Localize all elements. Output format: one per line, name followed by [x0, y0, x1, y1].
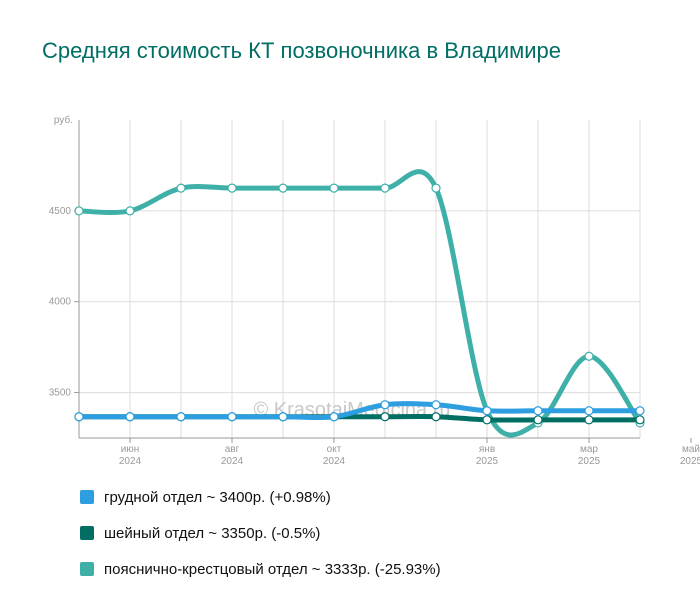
chart-title: Средняя стоимость КТ позвоночника в Влад…	[42, 38, 562, 63]
data-point-2	[584, 406, 594, 416]
x-tick-label-year: 2025	[680, 456, 700, 467]
legend-label-neck: шейный отдел ~ 3350р. (-0.5%)	[104, 524, 321, 542]
data-point-2	[533, 406, 543, 416]
legend: грудной отдел ~ 3400р. (+0.98%) шейный о…	[80, 486, 441, 594]
grid	[78, 120, 641, 438]
line-chart: © KrasotaiMedicina.ru 350040004500руб.ию…	[49, 114, 700, 467]
x-tick-label-month: июн	[121, 444, 140, 455]
legend-item-lumbar[interactable]: пояснично-крестцовый отдел ~ 3333р. (-25…	[80, 558, 441, 580]
legend-label-lumbar: пояснично-крестцовый отдел ~ 3333р. (-25…	[104, 560, 441, 578]
data-point-2	[380, 400, 390, 410]
legend-swatch-chest	[80, 490, 94, 504]
data-point-0	[584, 351, 594, 361]
legend-swatch-lumbar	[80, 562, 94, 576]
data-point-1	[635, 415, 645, 425]
legend-label-chest: грудной отдел ~ 3400р. (+0.98%)	[104, 488, 331, 506]
legend-swatch-neck	[80, 526, 94, 540]
data-point-1	[584, 415, 594, 425]
y-tick-label: 3500	[49, 388, 72, 399]
legend-item-neck[interactable]: шейный отдел ~ 3350р. (-0.5%)	[80, 522, 441, 544]
data-point-0	[278, 183, 288, 193]
x-tick-label-year: 2025	[476, 456, 499, 467]
data-points	[74, 183, 645, 428]
x-tick-label-month: янв	[479, 444, 495, 455]
data-point-0	[176, 183, 186, 193]
data-point-1	[380, 412, 390, 422]
data-point-2	[635, 406, 645, 416]
data-point-2	[482, 406, 492, 416]
data-point-2	[125, 412, 135, 422]
data-point-0	[380, 183, 390, 193]
data-point-1	[431, 412, 441, 422]
x-tick-label-year: 2024	[221, 456, 244, 467]
data-point-1	[533, 415, 543, 425]
data-point-2	[278, 412, 288, 422]
data-point-2	[74, 412, 84, 422]
x-tick-label-month: авг	[225, 444, 240, 455]
data-point-2	[431, 400, 441, 410]
x-tick-label-year: 2025	[578, 456, 601, 467]
data-point-0	[329, 183, 339, 193]
data-point-2	[329, 412, 339, 422]
data-point-0	[74, 206, 84, 216]
axes: 350040004500руб.июн2024авг2024окт2024янв…	[49, 114, 700, 467]
data-point-2	[176, 412, 186, 422]
x-tick-label-year: 2024	[119, 456, 142, 467]
data-point-0	[227, 183, 237, 193]
y-tick-label: 4000	[49, 297, 72, 308]
x-tick-label-month: май	[682, 444, 700, 455]
x-tick-label-month: мар	[580, 444, 598, 455]
data-point-0	[125, 206, 135, 216]
data-point-1	[482, 415, 492, 425]
data-point-2	[227, 412, 237, 422]
x-tick-label-month: окт	[327, 444, 342, 455]
data-point-0	[431, 183, 441, 193]
legend-item-chest[interactable]: грудной отдел ~ 3400р. (+0.98%)	[80, 486, 441, 508]
y-unit-label: руб.	[54, 114, 73, 126]
y-tick-label: 4500	[49, 206, 72, 217]
x-tick-label-year: 2024	[323, 456, 346, 467]
